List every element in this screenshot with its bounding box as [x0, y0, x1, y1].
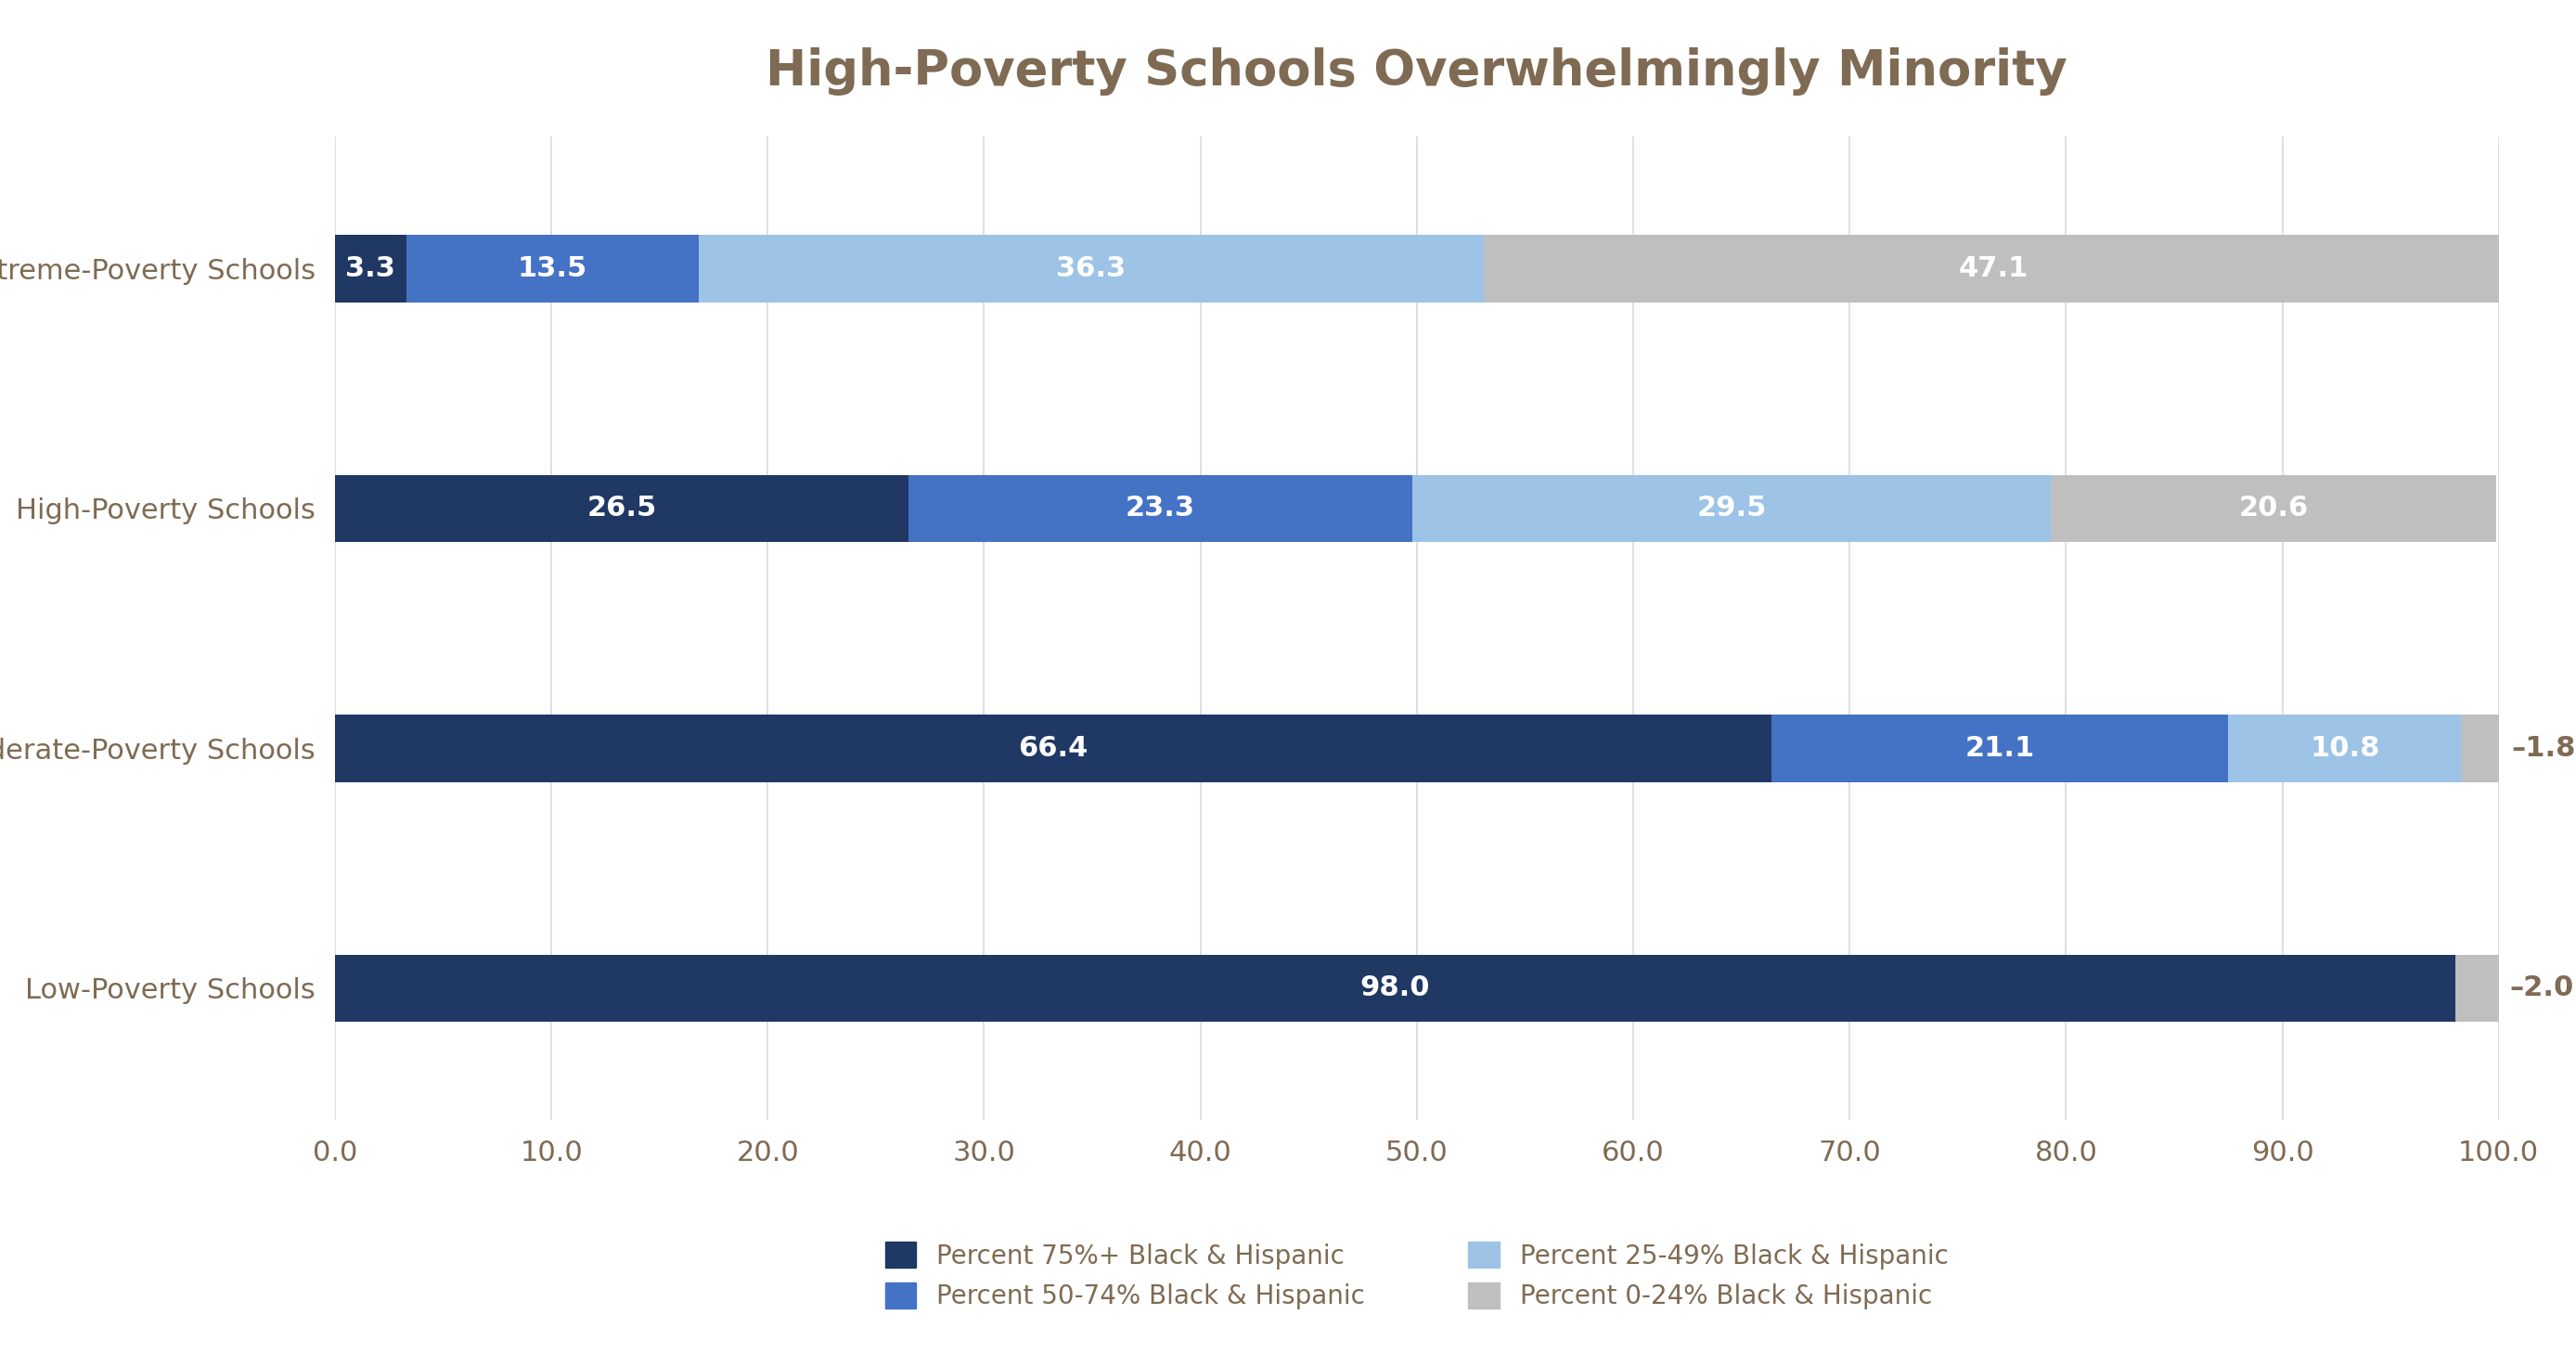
- Text: 10.8: 10.8: [2311, 735, 2380, 762]
- Bar: [2455, 955, 2499, 1022]
- Text: 3.3: 3.3: [345, 255, 397, 281]
- Text: 23.3: 23.3: [1126, 494, 1195, 522]
- Legend: Percent 75%+ Black & Hispanic, Percent 50-74% Black & Hispanic, Percent 25-49% B: Percent 75%+ Black & Hispanic, Percent 5…: [876, 1231, 1958, 1320]
- Bar: [2050, 475, 2496, 542]
- Bar: [335, 475, 909, 542]
- Text: 20.6: 20.6: [2239, 494, 2308, 522]
- Text: 98.0: 98.0: [1360, 975, 1430, 1001]
- Bar: [2463, 714, 2501, 781]
- Text: 21.1: 21.1: [1965, 735, 2035, 762]
- Text: 66.4: 66.4: [1018, 735, 1087, 762]
- Bar: [407, 235, 698, 302]
- Text: 36.3: 36.3: [1056, 255, 1126, 281]
- Text: –2.0: –2.0: [2509, 975, 2573, 1001]
- Bar: [1412, 475, 2050, 542]
- Bar: [1484, 235, 2504, 302]
- Bar: [2228, 714, 2463, 781]
- Text: –1.8: –1.8: [2512, 735, 2576, 762]
- Bar: [335, 235, 407, 302]
- Title: High-Poverty Schools Overwhelmingly Minority: High-Poverty Schools Overwhelmingly Mino…: [765, 46, 2069, 96]
- Bar: [909, 475, 1412, 542]
- Bar: [335, 955, 2455, 1022]
- Text: 47.1: 47.1: [1958, 255, 2027, 281]
- Text: 13.5: 13.5: [518, 255, 587, 281]
- Bar: [698, 235, 1484, 302]
- Bar: [335, 714, 1772, 781]
- Text: 26.5: 26.5: [587, 494, 657, 522]
- Text: 29.5: 29.5: [1698, 494, 1767, 522]
- Bar: [1772, 714, 2228, 781]
